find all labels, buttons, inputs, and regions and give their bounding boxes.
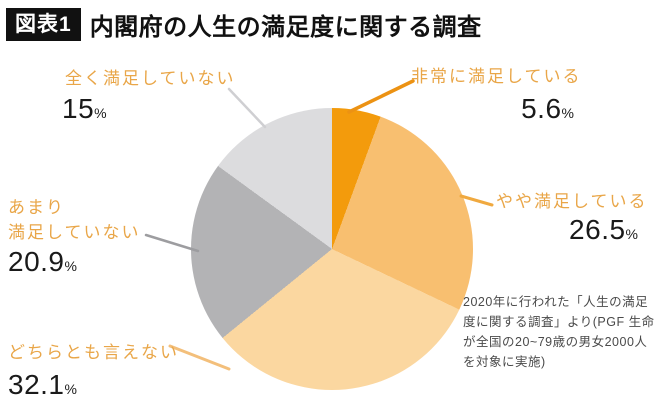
callout-value-very-satisfied: 5.6%: [411, 93, 574, 125]
pie-chart: [191, 108, 473, 390]
percent-value: 32.1: [8, 369, 65, 400]
percent-sign: %: [625, 226, 638, 242]
figure-header: 図表1 内閣府の人生の満足度に関する調査: [6, 7, 482, 42]
figure-number-badge: 図表1: [6, 8, 81, 41]
callout-value-not-at-all: 15%: [62, 93, 107, 125]
percent-value: 26.5: [569, 214, 626, 245]
source-note: 2020年に行われた「人生の満足度に関する調査」より(PGF 生命が全国の20~…: [463, 295, 655, 369]
callout-label-line2: 満足していない: [8, 222, 141, 242]
percent-sign: %: [64, 258, 77, 274]
percent-value: 15: [62, 93, 95, 124]
callout-value-not-really: 20.9%: [8, 246, 77, 278]
leader-line-very-satisfied: [347, 79, 415, 114]
percent-value: 20.9: [8, 246, 65, 277]
percent-value: 5.6: [521, 93, 562, 124]
callout-label-not-really: あまり 満足していない: [8, 196, 141, 245]
percent-sign: %: [64, 381, 77, 397]
percent-sign: %: [561, 105, 574, 121]
callout-value-somewhat-satisfied: 26.5%: [476, 214, 638, 246]
callout-label-neither: どちらとも言えない: [8, 343, 179, 362]
figure-title: 内閣府の人生の満足度に関する調査: [89, 14, 482, 41]
callout-value-neither: 32.1%: [8, 369, 77, 401]
callout-label-line1: あまり: [8, 198, 65, 217]
percent-sign: %: [94, 105, 107, 121]
leader-line-not-at-all-satisfied: [227, 87, 267, 129]
callout-label-not-at-all: 全く満足していない: [65, 69, 236, 88]
callout-label-very-satisfied: 非常に満足している: [411, 67, 582, 86]
callout-label-somewhat-satisfied: やや満足している: [496, 192, 648, 211]
